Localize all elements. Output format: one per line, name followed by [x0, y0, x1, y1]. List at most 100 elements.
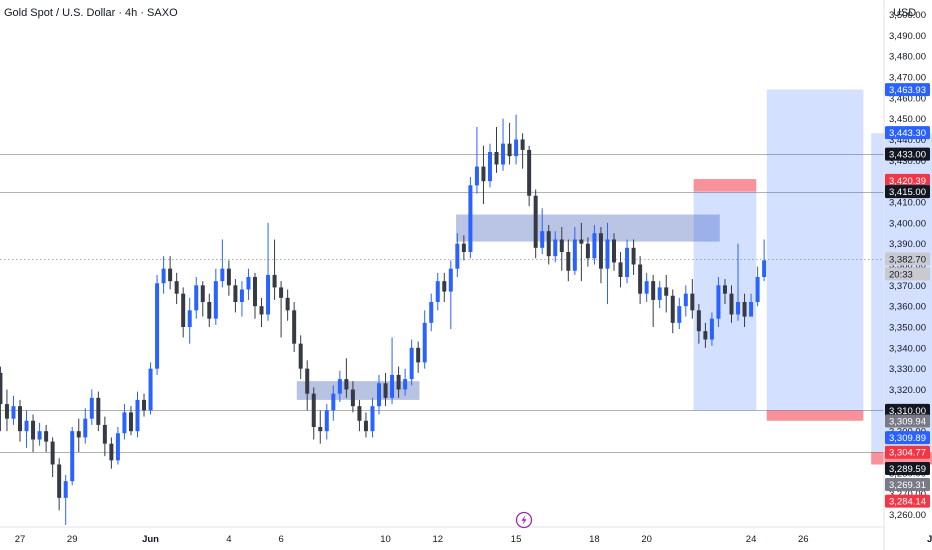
candle-up	[683, 293, 688, 307]
candle-up	[749, 302, 754, 317]
candle-down	[651, 281, 656, 300]
price-tag	[885, 414, 930, 428]
position-stop-zone	[693, 179, 757, 192]
candle-down	[259, 306, 264, 315]
candle-up	[677, 306, 682, 323]
candle-down	[363, 420, 368, 432]
candle-down	[96, 397, 101, 425]
candle-up	[736, 302, 741, 315]
candle-down	[742, 302, 747, 317]
candle-down	[311, 393, 316, 427]
candle-down	[31, 420, 36, 440]
time-tick-label: 18	[589, 534, 600, 545]
candle-down	[442, 281, 447, 292]
candle-down	[722, 285, 727, 294]
candle-down	[44, 431, 49, 442]
candle-down	[272, 274, 277, 288]
price-tag	[885, 478, 930, 491]
candle-up	[572, 239, 577, 271]
price-tick-label: 3,260.00	[889, 510, 926, 521]
price-tag	[885, 147, 930, 161]
candle-up	[213, 281, 218, 319]
candle-down	[50, 441, 55, 465]
candle-down	[292, 310, 297, 344]
candle-up	[657, 287, 662, 300]
candle-down	[696, 310, 701, 332]
candle-down	[226, 268, 231, 286]
candle-down	[690, 293, 695, 311]
candle-up	[37, 431, 42, 440]
price-tag-label: 20:33	[889, 269, 913, 280]
candle-down	[142, 399, 147, 411]
candle-down	[0, 372, 3, 405]
chart-title: Gold Spot / U.S. Dollar · 4h · SAXO	[4, 7, 178, 19]
candle-down	[344, 379, 349, 390]
candle-up	[409, 347, 414, 380]
candle-down	[670, 295, 675, 323]
price-tag-label: 3,420.39	[889, 176, 926, 187]
time-tick-label: 12	[432, 534, 443, 545]
candle-down	[279, 287, 284, 298]
candle-down	[585, 243, 590, 259]
candle-down	[631, 247, 636, 265]
candle-up	[448, 268, 453, 292]
candle-up	[403, 379, 408, 390]
price-tag	[885, 185, 930, 199]
candle-up	[390, 374, 395, 398]
demand-zone	[296, 381, 420, 400]
candle-up	[468, 185, 473, 252]
price-tag-label: 3,284.14	[889, 497, 926, 508]
price-tag	[885, 494, 930, 508]
price-tag-label: 3,382.70	[889, 254, 926, 265]
candle-up	[605, 239, 610, 269]
candle-up	[592, 233, 597, 259]
price-tag-label: 3,433.00	[889, 150, 926, 161]
candle-up	[161, 268, 166, 284]
time-axis[interactable]: 2729Jun4610121518202426Jul36911	[15, 534, 932, 545]
candle-down	[507, 143, 512, 157]
currency-label: USD	[893, 7, 916, 19]
price-tick-label: 3,500.00	[889, 10, 926, 21]
candle-down	[18, 406, 22, 432]
candle-down	[520, 139, 525, 150]
time-tick-label: 20	[641, 534, 652, 545]
price-tag-label: 3,309.89	[889, 433, 926, 444]
price-tag	[885, 83, 930, 97]
candle-up	[514, 139, 519, 157]
candle-down	[566, 252, 571, 271]
candle-down	[233, 285, 238, 302]
candle-up	[709, 318, 714, 340]
candle-up	[83, 418, 88, 438]
candle-down	[416, 347, 421, 363]
price-tick-label: 3,410.00	[889, 198, 926, 209]
price-tick-label: 3,470.00	[889, 73, 926, 84]
candle-up	[194, 285, 199, 311]
price-tick-label: 3,450.00	[889, 114, 926, 125]
candle-down	[4, 404, 9, 419]
candle-up	[487, 152, 492, 182]
candle-down	[102, 424, 107, 444]
lightning-icon[interactable]	[515, 511, 533, 529]
candle-down	[57, 464, 62, 498]
price-tag	[885, 267, 930, 281]
price-tick-label: 3,430.00	[889, 156, 926, 167]
candle-down	[285, 297, 290, 311]
candle-down	[559, 239, 564, 252]
candle-up	[716, 285, 721, 319]
price-tag-label: 3,309.94	[889, 416, 926, 427]
time-tick-label: Jul	[927, 534, 932, 545]
price-tick-label: 3,350.00	[889, 323, 926, 334]
time-tick-label: 29	[67, 534, 78, 545]
candle-up	[429, 302, 434, 323]
candle-up	[755, 277, 760, 302]
price-tag	[885, 431, 930, 445]
candle-up	[455, 243, 460, 269]
price-tag	[885, 461, 930, 475]
candle-up	[11, 406, 16, 419]
candle-down	[357, 406, 362, 421]
position-target-zone	[766, 89, 864, 411]
candle-down	[298, 343, 303, 369]
candle-up	[370, 406, 375, 432]
